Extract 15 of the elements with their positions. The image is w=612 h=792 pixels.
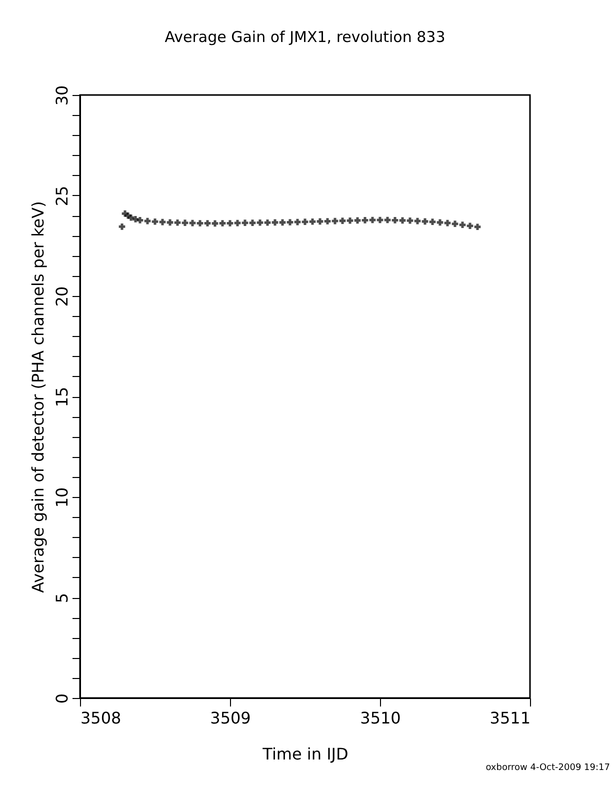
y-tick-label: 15 — [52, 386, 72, 408]
x-tick-label: 3509 — [210, 708, 251, 728]
y-tick-label: 5 — [52, 592, 72, 604]
y-tick-label: 20 — [52, 286, 72, 307]
y-tick-label: 25 — [52, 186, 72, 206]
y-tick-label: 10 — [52, 487, 72, 508]
x-tick-label: 3510 — [360, 708, 401, 728]
y-tick-label: 30 — [52, 85, 72, 106]
y-axis-title: Average gain of detector (PHA channels per keV) — [28, 201, 48, 593]
x-tick-label: 3511 — [490, 708, 530, 728]
chart-title: Average Gain of JMX1, revolution 833 — [164, 28, 446, 46]
text: oxborrow 4-Oct-2009 19:17 — [486, 763, 610, 773]
x-axis-title: Time in IJD — [262, 744, 348, 764]
y-tick-label: 0 — [52, 693, 72, 704]
x-tick-label: 3508 — [80, 708, 122, 728]
